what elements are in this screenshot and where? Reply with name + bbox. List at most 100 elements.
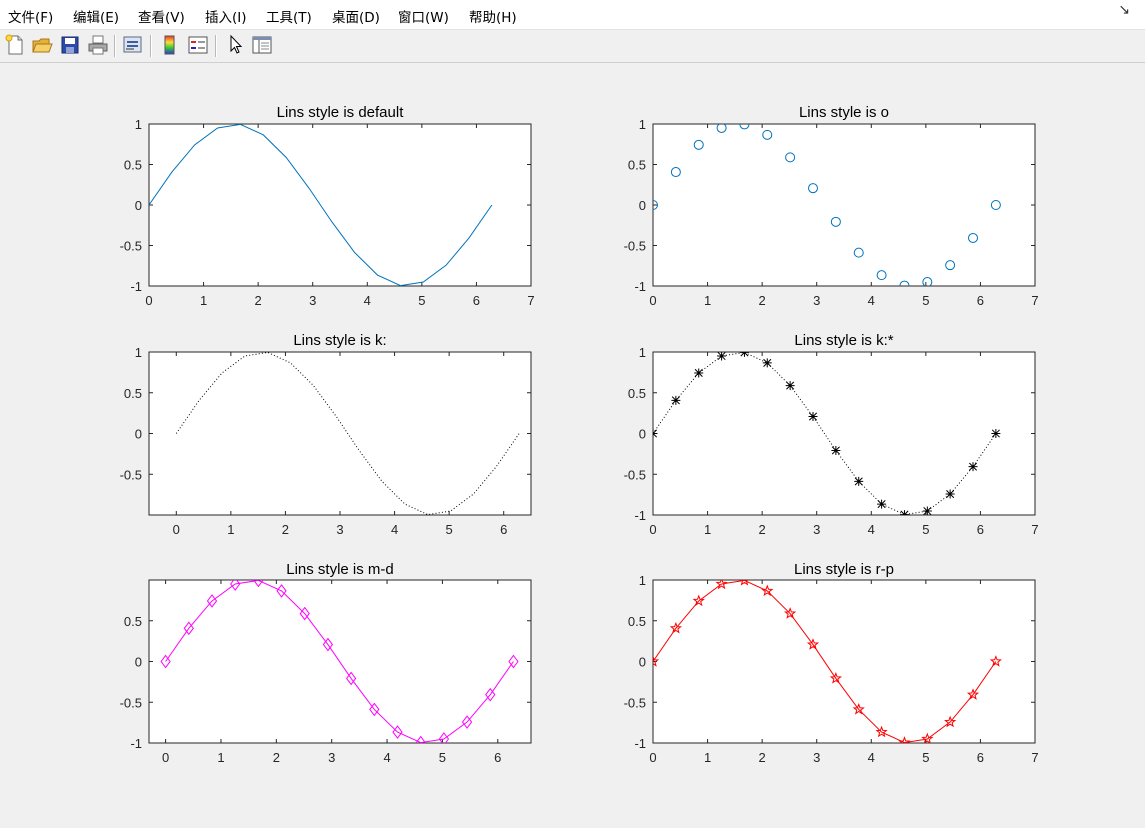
data-point	[921, 732, 934, 743]
subplot-title: Lins style is k:*	[794, 332, 893, 349]
x-tick-label: 7	[527, 293, 534, 308]
data-point	[653, 429, 658, 438]
subplot-6[interactable]: Lins style is r-p 0 1 2 3 4 5 6 7 1 0.5 0 -0.5 -1	[624, 561, 1039, 765]
menu-window[interactable]: 窗口(W)	[398, 10, 449, 26]
data-point	[369, 702, 380, 717]
subplot-3[interactable]: Lins style is k: 0 1 2 3 4 5 6 1 0.5 0 -0.5	[120, 332, 532, 537]
data-point	[785, 381, 795, 391]
subplot-title: Lins style is r-p	[794, 561, 894, 578]
axis-ticks: 0 1 2 3 4 5 6 7 1 0.5 0 -0.5 -1	[624, 345, 1039, 537]
subplot-4[interactable]: Lins style is k:* 0 1 2 3 4 5 6 7 1 0.5 0 -0.5 -1	[624, 332, 1039, 537]
series-line	[653, 352, 997, 515]
plot-series	[653, 352, 1001, 515]
x-tick-label: 5	[446, 522, 453, 537]
series-line	[653, 580, 997, 743]
colorbar-icon[interactable]	[159, 34, 181, 56]
x-tick-label: 2	[273, 750, 280, 765]
x-tick-label: 6	[473, 293, 480, 308]
data-point	[253, 580, 264, 588]
data-point	[989, 655, 1002, 667]
menu-file[interactable]: 文件(F)	[8, 10, 54, 26]
dock-arrow-icon[interactable]: ↘	[1118, 2, 1130, 18]
data-point	[508, 654, 519, 669]
y-tick-label: 0.5	[628, 386, 646, 401]
y-tick-label: -0.5	[624, 467, 646, 482]
data-point	[945, 260, 956, 271]
data-point	[762, 129, 773, 140]
x-tick-label: 0	[162, 750, 169, 765]
x-tick-label: 3	[813, 750, 820, 765]
menu-insert[interactable]: 插入(I)	[205, 10, 247, 26]
data-point	[740, 580, 749, 586]
y-tick-label: -1	[634, 508, 646, 523]
open-folder-icon[interactable]	[31, 34, 53, 56]
data-point	[898, 736, 911, 743]
data-point	[206, 594, 218, 608]
x-tick-label: 5	[922, 750, 929, 765]
x-tick-label: 1	[217, 750, 224, 765]
plot-series	[653, 580, 1002, 743]
data-point	[808, 412, 818, 422]
series-line	[165, 580, 514, 743]
x-tick-label: 4	[868, 750, 875, 765]
menu-bar: 文件(F) 编辑(E) 查看(V) 插入(I) 工具(T) 桌面(D) 窗口(W…	[0, 0, 1145, 30]
y-tick-label: 0.5	[628, 158, 646, 173]
plot-series	[149, 124, 493, 286]
data-point	[230, 580, 241, 591]
menu-tools[interactable]: 工具(T)	[266, 10, 312, 26]
x-tick-label: 7	[1031, 522, 1038, 537]
x-tick-label: 4	[868, 293, 875, 308]
x-tick-label: 5	[922, 293, 929, 308]
save-icon[interactable]	[59, 34, 81, 56]
menu-view[interactable]: 查看(V)	[138, 10, 185, 26]
data-point	[785, 152, 796, 163]
subplot-5[interactable]: Lins style is m-d 0 1 2 3 4 5 6 0.5 0 -0.5 -1	[120, 561, 532, 765]
y-tick-label: 0	[639, 427, 646, 442]
data-point	[739, 124, 750, 130]
menu-edit[interactable]: 编辑(E)	[73, 10, 120, 26]
data-point	[806, 638, 820, 650]
menu-help[interactable]: 帮助(H)	[469, 10, 517, 26]
axes-box	[148, 351, 532, 516]
data-point	[461, 715, 473, 729]
y-tick-label: 0.5	[124, 386, 142, 401]
data-point	[653, 200, 658, 210]
y-tick-label: 0	[639, 198, 646, 213]
data-point	[415, 735, 426, 743]
x-tick-label: 0	[649, 750, 656, 765]
y-tick-label: 0.5	[124, 614, 142, 629]
x-tick-label: 2	[759, 293, 766, 308]
y-tick-label: -0.5	[120, 239, 142, 254]
legend-icon[interactable]	[187, 34, 209, 56]
menu-desktop[interactable]: 桌面(D)	[332, 10, 380, 26]
subplot-title: Lins style is o	[799, 104, 889, 121]
data-point	[899, 510, 909, 515]
x-tick-label: 5	[439, 750, 446, 765]
data-point	[875, 725, 888, 738]
data-point	[899, 280, 910, 286]
new-file-icon[interactable]	[4, 34, 26, 56]
print-icon[interactable]	[87, 34, 109, 56]
data-point	[945, 489, 955, 499]
data-point	[968, 462, 978, 472]
subplot-title: Lins style is k:	[293, 332, 386, 349]
subplot-1[interactable]: Lins style is default 0 1 2 3 4 5 6 7 1 0.5 0 -0.5 -…	[120, 104, 535, 308]
link-plot-icon[interactable]	[122, 34, 144, 56]
data-point	[852, 702, 865, 715]
axis-ticks: 0 1 2 3 4 5 6 7 1 0.5 0 -0.5 -1	[624, 117, 1039, 308]
data-point	[829, 672, 842, 684]
x-tick-label: 2	[759, 522, 766, 537]
data-point	[346, 671, 357, 686]
x-tick-label: 3	[813, 293, 820, 308]
data-point	[183, 621, 194, 636]
pointer-icon[interactable]	[224, 34, 246, 56]
subplot-2[interactable]: Lins style is o 0 1 2 3 4 5 6 7 1 0.5 0 -0.5 -1	[624, 104, 1039, 308]
x-tick-label: 7	[1031, 750, 1038, 765]
property-inspector-icon[interactable]	[251, 34, 273, 56]
data-point	[854, 476, 864, 486]
data-point	[761, 584, 774, 597]
x-tick-label: 4	[364, 293, 371, 308]
data-point	[922, 506, 932, 515]
data-point	[876, 270, 887, 281]
axes-box	[652, 579, 1036, 744]
